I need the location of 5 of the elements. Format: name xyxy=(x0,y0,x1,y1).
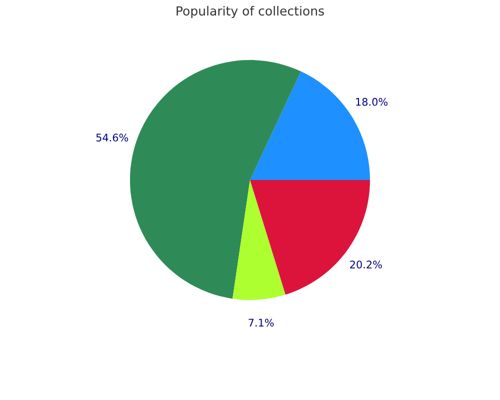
data-label: 18.0% xyxy=(356,98,388,106)
chart-title: Popularity of collections xyxy=(176,6,324,18)
data-label: 54.6% xyxy=(96,134,128,142)
data-label: 7.1% xyxy=(248,318,274,327)
data-label: 20.2% xyxy=(350,260,382,268)
